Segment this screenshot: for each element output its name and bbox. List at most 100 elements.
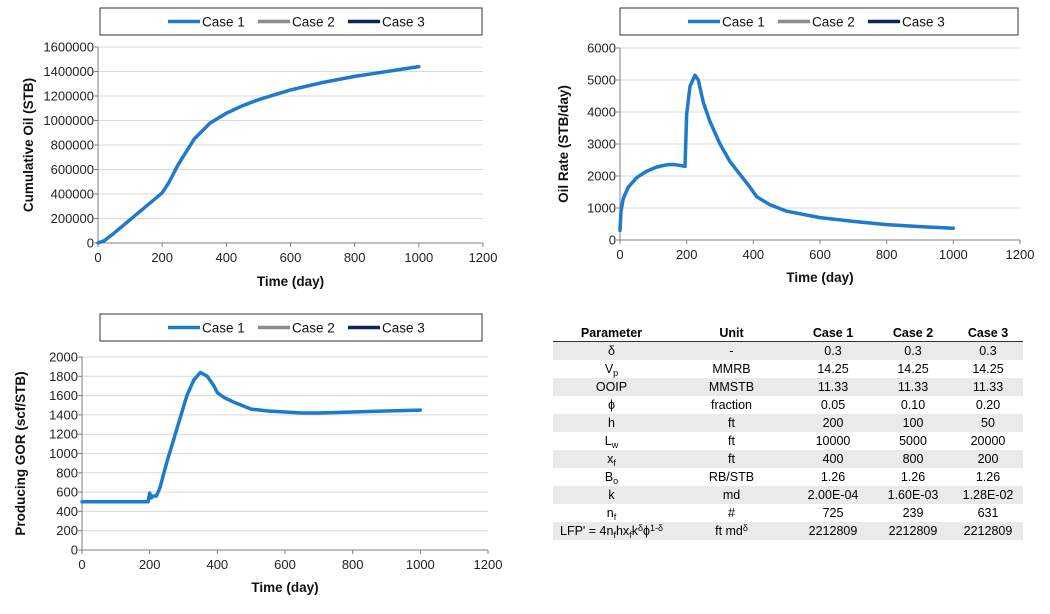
- x-tick-label: 800: [876, 247, 898, 262]
- case-2-value-cell: 100: [873, 414, 953, 432]
- table-header-cell: Parameter: [553, 325, 670, 342]
- table-row: Lw ft 10000 5000 20000: [553, 432, 1023, 450]
- y-axis-title: Cumulative Oil (STB): [21, 78, 36, 212]
- case-3-value-cell: 20000: [970, 434, 1006, 448]
- parameter-symbol: δ: [608, 344, 615, 358]
- unit-text: md: [722, 488, 741, 502]
- case-1-value-cell: 10000: [815, 434, 851, 448]
- unit-text: ft: [728, 434, 735, 448]
- y-tick-label: 0: [71, 543, 78, 558]
- y-tick-label: 2000: [49, 350, 78, 365]
- y-tick-label: 1600: [49, 388, 78, 403]
- unit-text: ft md: [715, 524, 743, 538]
- case-2-value-cell: 11.33: [873, 378, 953, 396]
- y-tick-label: 600: [56, 485, 78, 500]
- case-3-value-cell: 11.33: [953, 378, 1023, 396]
- x-tick-label: 0: [78, 557, 85, 572]
- parameter-cell: h: [553, 414, 670, 432]
- y-tick-label: 800000: [51, 138, 94, 153]
- legend-case-2-label: Case 2: [292, 321, 335, 336]
- unit-text: -: [729, 344, 734, 358]
- y-tick-label: 400000: [51, 187, 94, 202]
- case-1-value-cell: 11.33: [793, 378, 873, 396]
- parameter-subscript: f: [613, 512, 617, 522]
- legend-case-3-label: Case 3: [902, 15, 945, 30]
- unit-cell: md: [670, 486, 793, 504]
- y-tick-label: 1200000: [43, 89, 94, 104]
- case-1-value-cell: 2212809: [793, 522, 873, 540]
- y-tick-label: 1400: [49, 407, 78, 422]
- y-axis-title: Oil Rate (STB/day): [556, 85, 571, 203]
- parameter-subscript: f: [613, 458, 616, 468]
- table-header-cell: Case 1: [793, 325, 873, 342]
- y-tick-label: 200000: [51, 211, 94, 226]
- parameter-subscript: w: [611, 440, 619, 450]
- case-1-value-cell: 725: [822, 506, 844, 520]
- case-3-value-cell: 14.25: [972, 362, 1004, 376]
- y-tick-label: 400: [56, 504, 78, 519]
- x-tick-label: 400: [206, 557, 228, 572]
- parameter-symbol: h: [608, 416, 615, 430]
- x-tick-label: 800: [342, 557, 364, 572]
- parameter-symbol: x: [607, 452, 614, 466]
- legend-case-1-label: Case 1: [202, 15, 245, 30]
- parameter-table: Parameter Unit Case 1 Case 2 Case 3 δ - 0.…: [553, 325, 1023, 540]
- parameter-symbol: B: [604, 470, 614, 484]
- x-tick-label: 0: [616, 247, 623, 262]
- y-tick-label: 1000: [49, 446, 78, 461]
- parameter-symbol: OOIP: [595, 380, 628, 394]
- unit-cell: ft mdδ: [670, 522, 793, 540]
- y-tick-label: 600000: [51, 162, 94, 177]
- x-tick-label: 1200: [474, 557, 503, 572]
- legend-box: [99, 7, 483, 36]
- y-tick-label: 4000: [587, 105, 616, 120]
- unit-text: #: [728, 506, 735, 520]
- case-2-value-cell: 1.26: [900, 470, 926, 484]
- case-3-value-cell: 1.28E-02: [953, 486, 1023, 504]
- y-tick-label: 1200: [49, 427, 78, 442]
- case-1-value-cell: 1.26: [820, 470, 846, 484]
- case-1-value-cell: 400: [793, 450, 873, 468]
- x-axis-title: Time (day): [786, 270, 853, 285]
- x-tick-label: 200: [676, 247, 698, 262]
- y-tick-label: 1600000: [43, 40, 94, 55]
- case-2-value-cell: 5000: [899, 434, 927, 448]
- case-1-value-cell: 14.25: [817, 362, 849, 376]
- x-tick-label: 400: [742, 247, 764, 262]
- parameter-cell: Vp: [553, 360, 670, 378]
- case-2-value-cell: 239: [902, 506, 924, 520]
- unit-cell: ft: [670, 414, 793, 432]
- case-2-value-cell: 0.3: [873, 341, 953, 360]
- x-tick-label: 1200: [469, 250, 498, 265]
- table-row: LFP' = 4nfhxfkδϕ1-δ ft mdδ 2212809 2212809 2…: [553, 522, 1023, 540]
- unit-cell: ft: [670, 432, 793, 450]
- table-row: k md 2.00E-04 1.60E-03 1.28E-02: [553, 486, 1023, 504]
- unit-cell: ft: [670, 450, 793, 468]
- parameter-symbol: n: [606, 506, 614, 520]
- series-line-case-1: [96, 64, 421, 245]
- legend-box: [619, 7, 1019, 36]
- x-axis-title: Time (day): [257, 274, 324, 289]
- unit-cell: MMSTB: [670, 378, 793, 396]
- table-header-row: Parameter Unit Case 1 Case 2 Case 3: [553, 325, 1023, 342]
- case-2-value-cell: 0.10: [900, 398, 926, 412]
- x-tick-label: 1000: [406, 557, 435, 572]
- x-tick-label: 600: [274, 557, 296, 572]
- parameter-subscript: o: [613, 476, 619, 486]
- case-3-value-cell: 631: [977, 506, 999, 520]
- series-line-case-1: [618, 73, 956, 233]
- unit-text: fraction: [711, 398, 752, 412]
- table-row: nf #725 239 631: [553, 504, 1023, 522]
- legend-case-3-label: Case 3: [382, 321, 425, 336]
- x-tick-label: 400: [215, 250, 237, 265]
- case-1-value-cell: 2.00E-04: [793, 486, 873, 504]
- oil-rate-chart: Case 1 Case 2 Case 30100020003000400050006…: [556, 7, 1034, 285]
- table-row: Vp MMRB 14.25 14.25 14.25: [553, 360, 1023, 378]
- case-2-value-cell: 1.60E-03: [873, 486, 953, 504]
- parameter-cell: δ: [553, 341, 670, 360]
- unit-cell: fraction: [670, 396, 793, 414]
- case-2-value-cell: 14.25: [897, 362, 929, 376]
- unit-text: MMRB: [712, 362, 751, 376]
- legend-case-3-label: Case 3: [382, 15, 425, 30]
